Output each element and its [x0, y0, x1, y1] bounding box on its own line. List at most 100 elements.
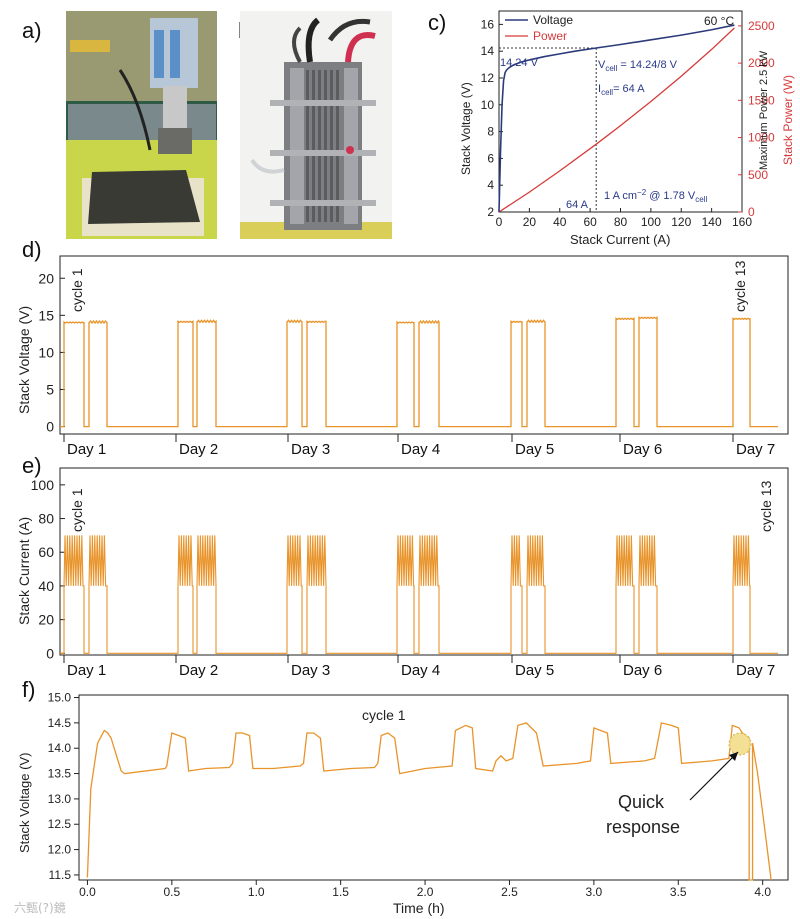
chart-d-ytick-label: 15 [38, 307, 54, 323]
chart-f-ytick-label: 12.5 [48, 817, 72, 831]
chart-d-ytick-label: 5 [46, 382, 54, 398]
chart-c-ylabel: Stack Voltage (V) [459, 82, 473, 175]
chart-d-day-labels: Day 1 Day 2 Day 3 Day 4 Day 5 Day 6 Day 7 [63, 434, 775, 458]
chart-d-day-label: Day 6 [623, 441, 662, 458]
panel-label-e: e) [22, 453, 42, 478]
chart-f-xtick-label: 0.5 [164, 885, 181, 899]
chart-f-series-voltage [86, 722, 747, 878]
chart-c-ytick-label: 8 [487, 125, 494, 139]
chart-e-day-label: Day 7 [736, 662, 775, 679]
chart-f-xtick-label: 1.0 [248, 885, 265, 899]
chart-e-series-current [60, 535, 778, 654]
chart-f-annotation-arrow [689, 751, 739, 801]
chart-d-day-label: Day 1 [67, 441, 106, 458]
photo-spray-coater [66, 11, 217, 239]
chart-d-ytick-label: 0 [46, 419, 54, 435]
chart-f-xtick-label: 3.5 [670, 885, 687, 899]
chart-c-y2tick-label: 2500 [748, 19, 775, 33]
chart-e-ytick-label: 80 [38, 511, 54, 527]
chart-c-xtick-label: 120 [671, 215, 691, 229]
chart-c-xtick-label: 20 [523, 215, 537, 229]
chart-f-xtick-label: 3.0 [586, 885, 603, 899]
chart-e-day-label: Day 4 [401, 662, 440, 679]
chart-c-y2label-extra: Maximum Power 2.5 kW [758, 50, 770, 170]
chart-c-xtick-label: 160 [732, 215, 752, 229]
chart-f-annotation-line1: Quick [618, 792, 665, 812]
photo-electrolyzer-stack [240, 11, 392, 239]
chart-d-ytick-label: 20 [38, 270, 54, 286]
chart-e-plot-frame [59, 467, 789, 656]
chart-f-ytick-label: 11.5 [49, 868, 72, 882]
chart-e-day-label: Day 3 [291, 662, 330, 679]
chart-f-quick-response-drop [745, 735, 772, 881]
chart-c: 0 20 40 60 80 100 120 140 1602468101214160500100… [459, 10, 795, 247]
chart-f-xlabel: Time (h) [393, 900, 445, 916]
chart-e-day-label: Day 6 [623, 662, 662, 679]
chart-c-xtick-label: 140 [702, 215, 722, 229]
chart-f-xtick-label: 4.0 [754, 885, 771, 899]
chart-d-day-label: Day 2 [179, 441, 218, 458]
chart-d-day-label: Day 5 [515, 441, 554, 458]
chart-f-ticks: 0.0 0.5 1.0 1.5 2.0 2.5 3.0 3.5 4.0 11.5 12.0 12.5 1… [48, 691, 772, 899]
chart-e-cycle-last: cycle 13 [758, 480, 774, 532]
chart-f-ytick-label: 12.0 [48, 843, 72, 857]
chart-f-plot-frame [78, 694, 789, 881]
panel-label-c: c) [428, 10, 446, 35]
chart-d-day-label: Day 3 [291, 441, 330, 458]
chart-c-ytick-label: 2 [487, 205, 494, 219]
chart-c-ytick-label: 6 [487, 151, 494, 165]
chart-c-ytick-label: 12 [481, 71, 495, 85]
chart-e-cycle-first: cycle 1 [69, 488, 85, 532]
chart-c-ticks: 0 20 40 60 80 100 120 140 1602468101214160500100… [481, 17, 775, 229]
chart-f-cycle-label: cycle 1 [362, 707, 406, 723]
chart-d-day-label: Day 7 [736, 441, 775, 458]
chart-e-day-labels: Day 1 Day 2 Day 3 Day 4 Day 5 Day 6 Day 7 [63, 655, 775, 679]
chart-c-series-power [498, 27, 735, 213]
chart-c-annot-ipoint: 64 A [566, 199, 589, 211]
chart-c-y2tick-label: 500 [748, 168, 768, 182]
chart-c-annot-density: 1 A cm−2 @ 1.78 Vcell [604, 188, 707, 204]
chart-f: 0.0 0.5 1.0 1.5 2.0 2.5 3.0 3.5 4.0 11.5 12.0 12.5 1… [17, 691, 789, 916]
chart-e-ylabel: Stack Current (A) [16, 517, 32, 625]
chart-d-day-label: Day 4 [401, 441, 440, 458]
chart-e-day-label: Day 5 [515, 662, 554, 679]
panel-label-f: f) [22, 677, 35, 702]
chart-c-xtick-label: 80 [614, 215, 628, 229]
chart-f-ytick-label: 13.5 [48, 767, 72, 781]
chart-f-ytick-label: 14.5 [48, 716, 72, 730]
chart-c-legend-voltage: Voltage [533, 13, 573, 27]
chart-e-day-label: Day 1 [67, 662, 106, 679]
panel-label-a: a) [22, 18, 42, 43]
chart-f-ylabel: Stack Voltage (V) [17, 753, 32, 853]
chart-e-ytick-label: 20 [38, 612, 54, 628]
chart-c-series-voltage [498, 24, 735, 213]
chart-e-day-label: Day 2 [179, 662, 218, 679]
chart-c-y2label: Stack Power (W) [781, 75, 795, 165]
chart-c-annot-vcell: Vcell = 14.24/8 V [598, 59, 678, 73]
chart-e-ytick-label: 0 [46, 645, 54, 661]
chart-d-plot-frame [59, 255, 789, 435]
chart-c-ytick-label: 10 [481, 98, 495, 112]
chart-c-y2tick-label: 2000 [748, 56, 775, 70]
chart-e-ytick-label: 60 [38, 544, 54, 560]
chart-d-cycle-first: cycle 1 [69, 268, 85, 312]
chart-c-corner-label: 60 °C [704, 14, 734, 28]
chart-f-ytick-label: 14.0 [48, 741, 72, 755]
chart-c-xtick-label: 100 [641, 215, 661, 229]
chart-f-drop-trace [745, 735, 772, 881]
chart-d-ylabel: Stack Voltage (V) [16, 306, 32, 414]
chart-e-ytick-label: 40 [38, 578, 54, 594]
chart-f-xtick-label: 1.5 [332, 885, 349, 899]
chart-f-annotation-arrowhead [729, 752, 738, 761]
chart-c-reference-lines [499, 47, 597, 212]
chart-c-annot-vpoint: 14.24 V [500, 57, 539, 69]
panel-label-d: d) [22, 237, 42, 262]
chart-e-ticks: 0 20 40 60 80 100 [31, 477, 65, 661]
chart-f-xtick-label: 2.0 [417, 885, 434, 899]
chart-f-xtick-label: 2.5 [501, 885, 518, 899]
chart-d-series-voltage [60, 316, 778, 428]
chart-d-cycle-last: cycle 13 [732, 260, 748, 312]
chart-c-xlabel: Stack Current (A) [570, 232, 670, 247]
